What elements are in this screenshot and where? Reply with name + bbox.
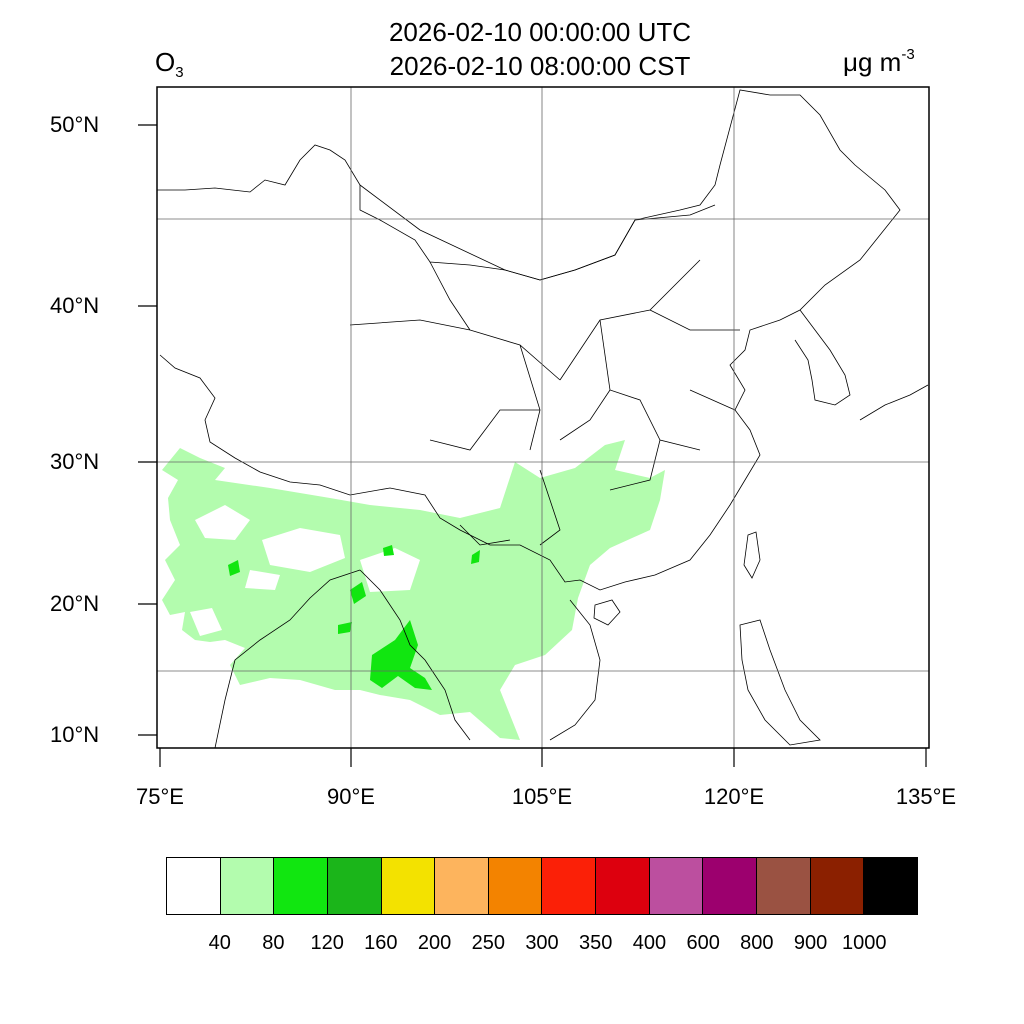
variable-name: O [155, 47, 176, 77]
lat-label-10: 10°N [50, 722, 100, 747]
o3-hole-5 [190, 608, 222, 636]
colorbar [166, 857, 918, 915]
colorbar-swatch-13 [864, 858, 917, 914]
lat-label-40: 40°N [50, 293, 100, 318]
colorbar-label: 40 [208, 932, 231, 954]
mongolia-border [359, 184, 716, 281]
colorbar-swatch-0 [167, 858, 221, 914]
colorbar-label: 160 [364, 932, 398, 954]
philippines-islands [739, 619, 821, 746]
o3-region-40-80 [162, 440, 665, 740]
title-local-time: 2026-02-10 08:00:00 CST [389, 51, 691, 81]
indochina-coast [549, 599, 601, 741]
axis-ticks [138, 124, 927, 767]
o3-hole-3 [360, 548, 420, 592]
colorbar-label: 120 [310, 932, 344, 954]
colorbar-label: 80 [262, 932, 285, 954]
colorbar-swatch-6 [488, 858, 543, 914]
o3-hole-2 [195, 505, 250, 540]
lon-label-75: 75°E [136, 784, 184, 809]
o3-region-80-120-d [338, 622, 352, 634]
colorbar-swatch-9 [649, 858, 704, 914]
japan-outline [859, 384, 929, 421]
unit-label: μg m-3 [843, 46, 915, 78]
colorbar-swatch-10 [703, 858, 758, 914]
china-outline [157, 89, 901, 591]
o3-region-80-120-b [350, 582, 366, 604]
colorbar-swatch-5 [435, 858, 489, 914]
o3-concentration-fill [162, 440, 665, 740]
lon-label-135: 135°E [895, 784, 957, 809]
colorbar-label: 350 [579, 932, 613, 954]
colorbar-label: 400 [632, 932, 667, 954]
variable-subscript: 3 [175, 64, 184, 81]
colorbar-swatch-1 [220, 858, 275, 914]
colorbar-swatch-7 [542, 858, 597, 914]
lat-label-20: 20°N [50, 591, 100, 616]
unit-superscript: -3 [901, 46, 915, 63]
colorbar-swatch-4 [381, 858, 436, 914]
india-coast [214, 569, 361, 748]
colorbar-label: 800 [740, 932, 774, 954]
colorbar-swatch-11 [757, 858, 811, 914]
colorbar-swatch-2 [274, 858, 328, 914]
lon-label-90: 90°E [327, 784, 375, 809]
o3-region-80-120-e [383, 545, 394, 556]
country-boundaries [157, 89, 929, 748]
variable-label: O3 [155, 47, 184, 81]
korea-outline [794, 309, 851, 406]
o3-region-80-120-f [471, 550, 480, 564]
lat-label-50: 50°N [50, 112, 100, 137]
province-lines [349, 259, 740, 546]
colorbar-swatch-3 [327, 858, 382, 914]
o3-hole-1 [262, 528, 345, 572]
lat-label-30: 30°N [50, 449, 100, 474]
title-utc-time: 2026-02-10 00:00:00 UTC [388, 17, 692, 47]
map-frame [156, 86, 930, 749]
colorbar-label: 1000 [842, 932, 887, 954]
lon-label-120: 120°E [703, 784, 765, 809]
o3-hole-4 [245, 570, 280, 590]
colorbar-swatch-8 [596, 858, 650, 914]
hainan-island [593, 599, 621, 626]
colorbar-swatch-12 [810, 858, 865, 914]
colorbar-label: 250 [471, 932, 505, 954]
colorbar-label: 900 [793, 932, 828, 954]
colorbar-label: 300 [525, 932, 559, 954]
graticule [157, 87, 929, 748]
o3-region-80-120-a [370, 620, 432, 690]
colorbar-label: 600 [686, 932, 720, 954]
colorbar-label: 200 [417, 932, 452, 954]
o3-region-80-120-c [228, 560, 240, 576]
bay-of-bengal-coast [359, 569, 471, 741]
taiwan-island [743, 531, 761, 579]
lon-label-105: 105°E [511, 784, 573, 809]
unit-text: μg m [843, 47, 902, 77]
